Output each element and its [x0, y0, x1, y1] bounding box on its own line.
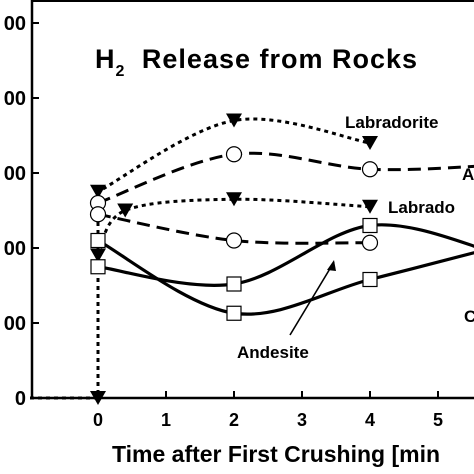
series-line-2	[96, 197, 371, 257]
data-point	[90, 184, 106, 199]
series-label: Labrado	[388, 198, 455, 217]
data-point	[362, 136, 378, 150]
series-line-3	[97, 212, 371, 245]
data-point	[226, 276, 242, 292]
series-line-0	[30, 117, 371, 400]
labels-layer: Labradorite A Labrado Andesite C	[237, 113, 474, 362]
series-line-5	[97, 223, 474, 287]
data-point	[225, 232, 243, 249]
data-point	[226, 305, 242, 321]
y-tick-label: 00	[4, 163, 26, 185]
data-point	[90, 391, 106, 405]
data-point	[90, 232, 106, 249]
y-tick-label: 0	[15, 388, 26, 410]
data-point	[361, 161, 379, 178]
data-point	[362, 271, 378, 288]
series-line-1	[97, 151, 474, 205]
data-point	[90, 248, 106, 263]
series-label: Andesite	[237, 343, 309, 362]
y-tick-label: 00	[4, 13, 26, 35]
data-point	[362, 199, 378, 214]
data-point	[117, 203, 134, 218]
y-tick-label: 00	[4, 88, 26, 110]
y-tick-label: 00	[4, 313, 26, 335]
series-layer	[30, 117, 474, 400]
data-point	[226, 113, 242, 128]
x-tick-label: 4	[365, 410, 375, 430]
data-point	[89, 206, 107, 223]
chart-title: H2 Release from Rocks	[95, 44, 418, 80]
x-tick-label: 2	[229, 410, 239, 430]
data-point	[90, 259, 106, 275]
data-point	[226, 192, 242, 207]
series-label: A	[462, 165, 474, 184]
y-tick-label: 00	[4, 238, 26, 260]
x-tick-label: 5	[433, 410, 443, 430]
annotation-arrow	[289, 261, 335, 336]
x-axis-label: Time after First Crushing [min	[112, 441, 440, 467]
x-tick-label: 0	[93, 410, 103, 430]
x-tick-label: 1	[161, 410, 171, 430]
series-label: Labradorite	[345, 113, 439, 132]
annotation-arrowhead	[327, 260, 336, 271]
x-tick-label: 3	[297, 410, 307, 430]
markers-layer	[89, 113, 379, 405]
data-point	[225, 146, 243, 163]
series-label: C	[464, 307, 474, 326]
data-point	[361, 234, 379, 251]
data-point	[362, 217, 378, 234]
